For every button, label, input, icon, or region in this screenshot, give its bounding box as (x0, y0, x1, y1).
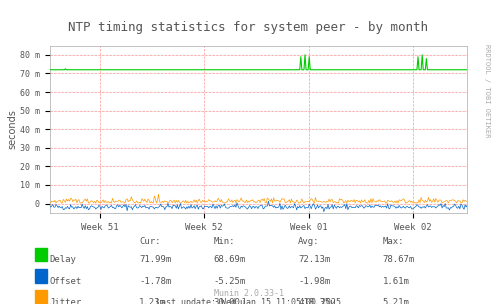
Text: 68.69m: 68.69m (214, 255, 246, 264)
Text: 1.61m: 1.61m (383, 277, 410, 286)
Text: Munin 2.0.33-1: Munin 2.0.33-1 (214, 289, 283, 298)
Text: 1.23m: 1.23m (139, 298, 166, 304)
Text: Min:: Min: (214, 237, 235, 246)
Text: Offset: Offset (50, 277, 82, 286)
Text: -5.25m: -5.25m (214, 277, 246, 286)
Text: -1.78m: -1.78m (139, 277, 171, 286)
Text: -1.98m: -1.98m (298, 277, 331, 286)
Text: 78.67m: 78.67m (383, 255, 415, 264)
Text: NTP timing statistics for system peer - by month: NTP timing statistics for system peer - … (69, 21, 428, 34)
Text: Avg:: Avg: (298, 237, 320, 246)
Y-axis label: seconds: seconds (7, 109, 17, 149)
Text: Jitter: Jitter (50, 298, 82, 304)
Text: Cur:: Cur: (139, 237, 161, 246)
Text: 30.00u: 30.00u (214, 298, 246, 304)
Text: Max:: Max: (383, 237, 404, 246)
Text: Last update: Wed Jan 15 11:05:00 2025: Last update: Wed Jan 15 11:05:00 2025 (156, 298, 341, 304)
Text: 71.99m: 71.99m (139, 255, 171, 264)
Text: RRDTOOL / TOBI OETIKER: RRDTOOL / TOBI OETIKER (484, 44, 490, 138)
Text: 418.35u: 418.35u (298, 298, 336, 304)
Text: Delay: Delay (50, 255, 77, 264)
Text: 72.13m: 72.13m (298, 255, 331, 264)
Text: 5.21m: 5.21m (383, 298, 410, 304)
